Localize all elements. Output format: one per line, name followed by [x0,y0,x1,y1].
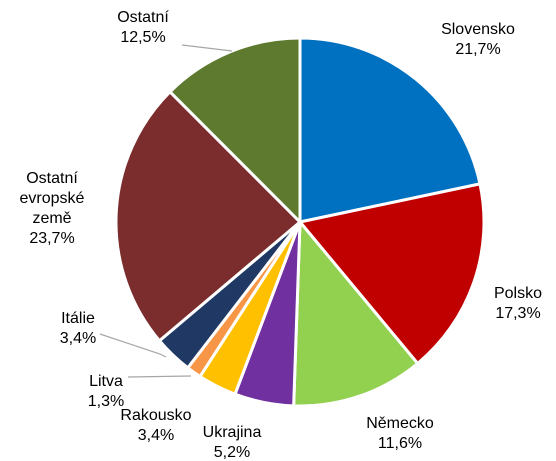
data-label-category: Litva [89,373,123,390]
pie-slice-ostatní [167,36,302,226]
data-label-category: Ostatní [117,9,169,26]
leader-lines [99,44,233,378]
leader-line-itálie [99,333,167,358]
data-label-category: Slovensko [441,21,515,38]
data-label-slovensko: Slovensko 21,7% [441,21,515,58]
data-label-value: 23,7% [29,230,74,247]
data-label-ostatní: Ostatní 12,5% [117,9,169,46]
data-label-value: 11,6% [378,435,422,452]
data-label-category: evropské [20,190,85,207]
data-label-category: Ostatní [26,170,78,187]
data-label-polsko: Polsko 17,3% [494,285,542,322]
data-label-value: 1,3% [88,393,124,410]
slices-layer [114,36,486,408]
data-label-category: Rakousko [120,407,191,424]
data-label-value: 17,3% [495,305,540,322]
pie-slice-slovensko [298,36,482,224]
data-label-litva: Litva 1,3% [88,373,124,410]
data-labels: Slovensko 21,7% Polsko 17,3% Německo 11,6% Ukr… [20,9,543,461]
data-label-category: Německo [366,415,434,432]
data-label-category: Polsko [494,285,542,302]
data-label-category: země [32,210,71,227]
pie-slice-ostatní-evropské-země [114,89,303,343]
data-label-rakousko: Rakousko 3,4% [120,407,191,444]
data-label-value: 5,2% [214,444,250,461]
data-label-německo: Německo 11,6% [366,415,434,452]
data-label-value: 21,7% [455,41,500,58]
data-label-category: Ukrajina [203,424,262,441]
leader-line-ostatní [181,44,233,52]
data-label-value: 12,5% [120,29,165,46]
pie-slice-polsko [297,182,486,366]
data-label-value: 3,4% [60,330,96,347]
data-label-ukrajina: Ukrajina 5,2% [203,424,262,461]
data-label-ostatní-evropské-země: Ostatní evropské země 23,7% [20,170,85,247]
data-label-value: 3,4% [138,427,174,444]
data-label-category: Itálie [61,310,95,327]
data-label-itálie: Itálie 3,4% [60,310,96,347]
pie-slice-německo [292,218,420,408]
leader-line-litva [127,375,192,378]
